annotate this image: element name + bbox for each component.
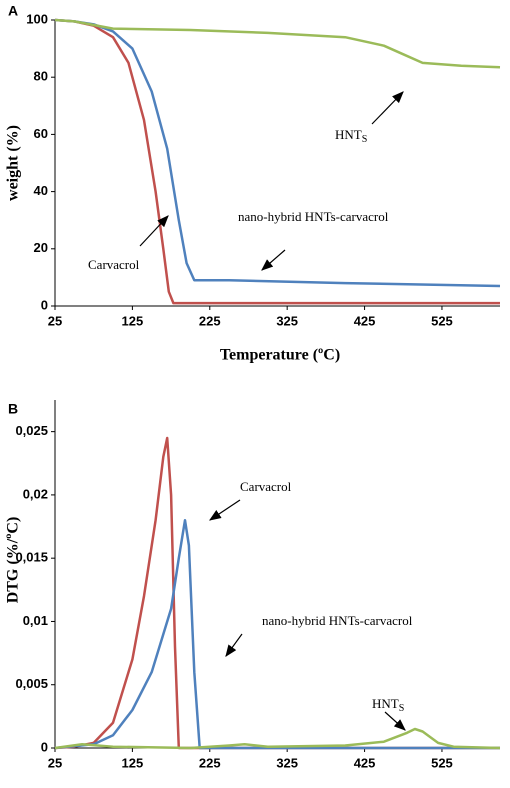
annotation-text: HNT [372,696,399,711]
x-tick-label: 125 [122,755,144,770]
annotation-subscript: S [362,134,368,145]
y-tick-label: 60 [34,126,48,141]
annotation-arrow [261,249,286,271]
y-tick-label: 100 [26,11,48,26]
annotation-text: Carvacrol [240,479,292,494]
x-tick-label: 425 [354,313,376,328]
x-tick-label: 125 [122,313,144,328]
x-tick-label: 525 [431,755,453,770]
x-axis-title: Temperature (ºC) [220,347,340,364]
x-tick-label: 25 [48,313,62,328]
annotation: nano-hybrid HNTs-carvacrol [262,613,413,628]
x-tick-label: 225 [199,755,221,770]
y-tick-label: 20 [34,240,48,255]
annotation-subscript: S [399,703,405,714]
annotation: Carvacrol [88,257,140,272]
y-axis-title: DTG (%/ºC) [5,517,22,604]
y-tick-label: 0,01 [23,613,48,628]
annotation-text: nano-hybrid HNTs-carvacrol [262,613,413,628]
annotation-text: HNT [335,127,362,142]
x-tick-label: 25 [48,755,62,770]
y-axis-title: weight (%) [5,125,22,201]
y-tick-label: 0,015 [15,550,48,565]
y-tick-label: 0 [41,297,48,312]
x-tick-label: 325 [276,313,298,328]
x-tick-label: 425 [354,755,376,770]
y-tick-label: 0,005 [15,676,48,691]
annotation-arrow [371,91,404,125]
data-line [54,18,501,69]
data-line [54,727,501,750]
annotation: Carvacrol [240,479,292,494]
annotation-arrow [209,499,241,521]
x-tick-label: 225 [199,313,221,328]
x-tick-label: 525 [431,313,453,328]
panel-label: A [8,3,18,19]
x-tick-label: 325 [276,755,298,770]
data-line [54,18,501,288]
y-tick-label: 0 [41,739,48,754]
y-tick-label: 40 [34,183,48,198]
panel-label: B [8,401,18,417]
annotation-arrow [139,215,169,247]
annotation: nano-hybrid HNTs-carvacrol [238,209,389,224]
annotation-arrow [384,711,406,731]
annotation-text: Carvacrol [88,257,140,272]
annotation-text: nano-hybrid HNTs-carvacrol [238,209,389,224]
y-tick-label: 0,025 [15,423,48,438]
annotation: HNTS [372,696,404,714]
y-tick-label: 0,02 [23,486,48,501]
annotation: HNTS [335,127,367,145]
annotation-arrow [225,633,243,657]
y-tick-label: 80 [34,69,48,84]
data-line [54,518,500,750]
